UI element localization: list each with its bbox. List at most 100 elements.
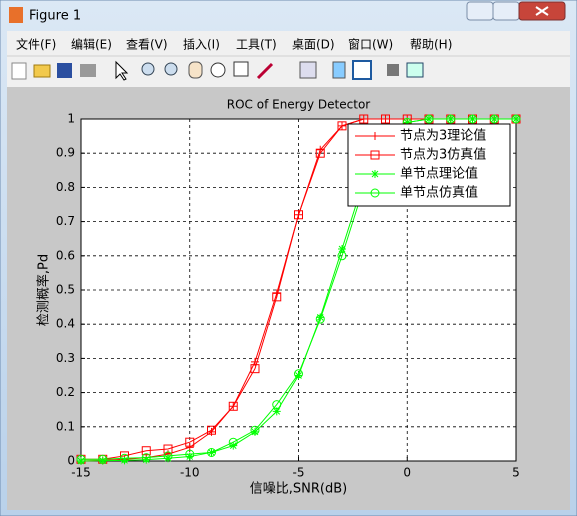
marker	[337, 121, 347, 131]
marker	[120, 456, 129, 465]
window-title: Figure 1	[29, 9, 81, 24]
app-icon	[9, 7, 23, 23]
tool-save[interactable]	[57, 63, 72, 78]
y-tick-label: 0	[67, 454, 75, 468]
y-axis-label: 检测概率,Pd	[36, 254, 52, 326]
marker	[446, 114, 456, 124]
marker	[337, 251, 347, 261]
marker	[77, 457, 85, 465]
menu-bar: 文件(F) 编辑(E) 查看(V) 插入(I) 工具(T) 桌面(D) 窗口(W) 帮助(H)	[16, 37, 452, 52]
marker	[98, 454, 108, 464]
marker	[272, 400, 282, 410]
tool-open[interactable]	[33, 64, 51, 78]
marker	[489, 114, 499, 124]
x-tick-label: 0	[403, 466, 411, 480]
marker	[185, 449, 195, 459]
maximize-button[interactable]	[492, 1, 520, 21]
marker	[338, 244, 346, 253]
menu-item[interactable]: 工具(T)	[236, 38, 277, 52]
marker	[76, 454, 86, 464]
marker	[141, 453, 151, 463]
menu-item[interactable]: 编辑(E)	[71, 37, 112, 52]
x-tick-label: 5	[512, 466, 520, 480]
axes-box	[80, 118, 517, 462]
marker	[229, 441, 238, 450]
y-tick-label: 0.3	[56, 351, 75, 365]
legend-marker	[371, 170, 379, 178]
y-tick-label: 1	[67, 112, 75, 126]
marker	[381, 114, 390, 124]
marker	[272, 292, 282, 302]
marker	[207, 425, 216, 435]
tool-print[interactable]	[80, 64, 96, 77]
marker	[511, 114, 521, 124]
legend-label: 节点为3理论值	[400, 128, 486, 144]
tool-datacursor[interactable]	[233, 61, 249, 77]
marker	[185, 437, 195, 447]
marker	[294, 369, 303, 379]
y-tick-label: 0.4	[56, 317, 75, 331]
close-icon	[535, 6, 549, 16]
series-line	[81, 118, 516, 460]
marker	[316, 313, 325, 322]
y-tick-label: 0.5	[56, 283, 75, 297]
marker	[164, 454, 172, 463]
toolbar	[11, 60, 424, 81]
minimize-button[interactable]	[466, 1, 494, 21]
marker	[294, 371, 303, 380]
tool-pointer[interactable]	[115, 60, 129, 81]
marker	[163, 444, 173, 454]
tool-hide[interactable]	[387, 64, 399, 76]
marker	[250, 425, 260, 435]
x-axis-label: 信噪比,SNR(dB)	[250, 482, 347, 497]
legend-label: 单节点理论值	[400, 166, 478, 182]
tool-link[interactable]	[299, 61, 317, 79]
y-tick-label: 0.1	[56, 419, 75, 433]
tool-rotate[interactable]	[210, 62, 226, 78]
tool-zoom-out[interactable]	[164, 62, 178, 76]
tool-zoom-in[interactable]	[141, 62, 155, 76]
legend-marker	[370, 188, 380, 198]
marker	[120, 453, 129, 463]
marker	[228, 437, 238, 447]
menu-item[interactable]: 帮助(H)	[410, 38, 452, 52]
marker	[359, 114, 369, 124]
marker	[141, 446, 151, 456]
legend-marker	[370, 150, 380, 160]
marker	[468, 114, 477, 124]
y-tick-label: 0.2	[56, 385, 75, 399]
x-tick-label: -5	[293, 466, 305, 480]
x-tick-label: -15	[71, 466, 91, 480]
marker	[315, 148, 325, 158]
tool-new[interactable]	[11, 62, 27, 80]
menu-item[interactable]: 插入(I)	[183, 38, 220, 52]
marker	[228, 401, 238, 411]
marker	[163, 451, 173, 461]
y-tick-label: 0.7	[56, 214, 75, 228]
marker	[185, 452, 194, 461]
legend-label: 节点为3仿真值	[400, 147, 486, 163]
marker	[207, 447, 216, 457]
menu-item[interactable]: 桌面(D)	[292, 38, 335, 52]
legend-label: 单节点仿真值	[400, 185, 478, 201]
marker	[250, 364, 260, 374]
marker	[272, 407, 281, 416]
menu-item[interactable]: 文件(F)	[16, 37, 56, 52]
menu-item[interactable]: 查看(V)	[126, 38, 168, 52]
marker	[251, 427, 259, 436]
marker	[424, 114, 434, 124]
legend-marker	[371, 132, 379, 140]
y-tick-label: 0.6	[56, 248, 75, 262]
tool-pan[interactable]	[188, 61, 203, 79]
y-tick-label: 0.8	[56, 180, 75, 194]
tool-colorbar[interactable]	[332, 61, 346, 79]
tool-legend[interactable]	[352, 60, 372, 80]
menu-item[interactable]: 窗口(W)	[348, 38, 393, 52]
axes: -15 -10 -5 0 5 0 0.1 0.2 0.3 0.4 0.5 0.6 0.7 0.8 0.9 1 R…	[36, 98, 521, 497]
tool-show[interactable]	[406, 62, 424, 78]
marker	[98, 456, 107, 465]
tool-brush[interactable]	[256, 62, 274, 80]
chart-title: ROC of Energy Detector	[227, 98, 371, 112]
marker	[294, 210, 303, 220]
